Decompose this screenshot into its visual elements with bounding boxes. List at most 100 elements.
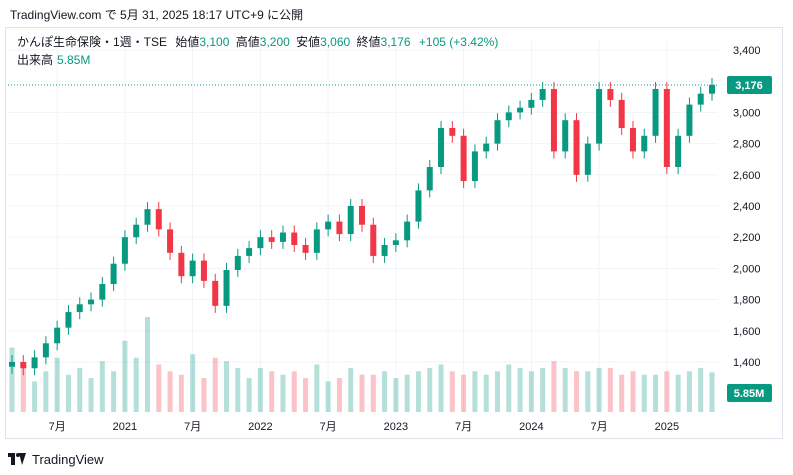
tradingview-logo-icon [8, 453, 26, 465]
volume-bar [653, 374, 659, 412]
candle-body [223, 269, 230, 306]
volume-bar [246, 378, 252, 412]
candle-body [144, 209, 151, 225]
volume-bar [269, 371, 275, 412]
candle-body [652, 89, 659, 136]
candle-body [347, 206, 354, 235]
brand-name: TradingView [32, 451, 104, 467]
x-tick-label: 2024 [519, 421, 543, 433]
candle-body [189, 260, 196, 277]
x-tick-label: 7月 [591, 421, 608, 433]
candle-body [663, 89, 670, 167]
volume-bar [382, 371, 388, 412]
open-label: 始値 [175, 35, 200, 49]
low-label: 安値 [296, 35, 321, 49]
candle-body [539, 89, 546, 100]
volume-bar [280, 374, 286, 412]
candle-body [618, 99, 625, 128]
candle-body [471, 151, 478, 182]
close-value: 3,176 [380, 35, 411, 49]
candle-body [54, 327, 61, 344]
volume-bar [122, 340, 128, 412]
candle-body [246, 248, 253, 256]
candle-body [99, 284, 106, 300]
candle-body [449, 128, 456, 136]
candle-body [200, 260, 207, 281]
x-tick-label: 7月 [455, 421, 472, 433]
close-label: 終値 [356, 35, 381, 49]
volume-bar [88, 378, 94, 412]
volume-bar [596, 367, 602, 412]
volume-bar [483, 374, 489, 412]
x-tick-label: 2022 [248, 421, 272, 433]
volume-bar [664, 371, 670, 412]
candle-body [178, 252, 185, 277]
volume-legend: 出来高 5.85M [17, 51, 90, 68]
volume-bar [201, 378, 207, 412]
volume-bar [675, 374, 681, 412]
y-tick-label: 2,600 [733, 170, 761, 182]
volume-bar [698, 367, 704, 412]
volume-bar [325, 381, 331, 412]
candle-body [76, 304, 83, 313]
candle-body [392, 240, 399, 245]
candle-body [302, 245, 309, 253]
volume-bar [709, 372, 715, 412]
volume-bar [77, 367, 83, 412]
candle-body [709, 84, 715, 94]
candle-body [528, 99, 535, 108]
volume-label: 出来高 [17, 53, 54, 67]
volume-bar [224, 361, 230, 412]
volume-bar [461, 374, 467, 412]
volume-bar [133, 357, 139, 412]
footer-brand[interactable]: TradingView [8, 449, 104, 469]
y-tick-label: 3,400 [733, 45, 761, 57]
volume-bar [156, 364, 162, 412]
volume-bar [314, 364, 320, 412]
volume-bar [348, 367, 354, 412]
volume-bar [235, 367, 241, 412]
volume-bar [404, 374, 410, 412]
candle-body [596, 89, 603, 144]
candle-body [381, 245, 388, 256]
candle-body [257, 237, 264, 249]
volume-bar [686, 371, 692, 412]
candle-body [155, 209, 162, 230]
volume-bar [562, 367, 568, 412]
volume-bar [212, 357, 218, 412]
volume-bar [438, 364, 444, 412]
candle-body [20, 362, 27, 369]
candle-body [268, 237, 275, 242]
x-tick-label: 7月 [320, 421, 337, 433]
volume-bar [427, 367, 433, 412]
candle-body [167, 229, 174, 253]
volume-bar [190, 354, 196, 412]
volume-bar [111, 371, 117, 412]
candle-body [359, 206, 365, 225]
volume-bar [167, 371, 173, 412]
volume-bar [178, 374, 184, 412]
y-tick-label: 2,400 [733, 201, 761, 213]
candle-body [133, 224, 140, 238]
candle-body [517, 107, 524, 113]
volume-bar [32, 381, 38, 412]
candle-body [65, 312, 72, 328]
candle-body [607, 89, 614, 100]
candle-body [550, 89, 557, 152]
x-tick-label: 2021 [113, 421, 137, 433]
volume-bar [65, 374, 71, 412]
candle-body [212, 280, 219, 306]
low-value: 3,060 [320, 35, 351, 49]
candle-body [370, 224, 377, 256]
candle-body [88, 299, 95, 305]
volume-badge [727, 384, 772, 402]
last-price-label: 3,176 [735, 80, 763, 92]
candle-body [438, 128, 445, 167]
volume-bar [336, 378, 342, 412]
volume-bar [449, 371, 455, 412]
volume-bar [517, 367, 523, 412]
volume-bar [585, 371, 591, 412]
candle-body [686, 104, 693, 136]
volume-bar [9, 347, 15, 412]
